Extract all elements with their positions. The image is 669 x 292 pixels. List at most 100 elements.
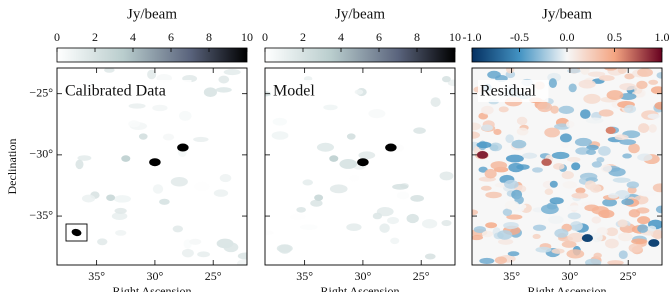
noise-blob [652, 229, 662, 240]
noise-blob [476, 141, 492, 149]
frame [264, 67, 456, 266]
noise-blob [299, 224, 318, 230]
noise-blob [628, 209, 641, 218]
colorbar-tick-label: 6 [376, 30, 382, 44]
noise-blob [278, 244, 292, 254]
panel-label: Calibrated Data [65, 83, 166, 100]
noise-blob [489, 142, 503, 152]
noise-blob [178, 110, 192, 121]
colorbar-label: Jy/beam [542, 6, 592, 22]
noise-blob [115, 230, 127, 236]
noise-blob [596, 156, 605, 163]
source [346, 133, 356, 140]
noise-blob [265, 146, 271, 153]
noise-blob [354, 89, 364, 95]
noise-blob [505, 154, 524, 163]
noise-blob [608, 193, 619, 199]
noise-blob [571, 192, 589, 199]
colorbar-tick-label: 8 [206, 30, 212, 44]
colorbar-tick-label: 0 [262, 30, 268, 44]
noise-blob [532, 167, 543, 173]
noise-blob [656, 72, 662, 79]
noise-blob [392, 183, 409, 190]
noise-blob [481, 124, 493, 132]
noise-blob [558, 105, 575, 114]
noise-blob [170, 176, 188, 187]
noise-blob [654, 101, 662, 110]
noise-blob [647, 225, 657, 232]
noise-blob [618, 232, 633, 242]
noise-blob [604, 68, 618, 71]
panel-label: Residual [480, 83, 537, 100]
noise-blob [490, 161, 508, 170]
noise-blob [97, 238, 108, 246]
noise-blob [598, 75, 615, 82]
x-tick-label: 35° [503, 269, 520, 283]
noise-blob [619, 83, 637, 91]
noise-blob [574, 137, 592, 147]
noise-blob [561, 171, 574, 180]
noise-blob [484, 168, 497, 179]
noise-blob [390, 237, 400, 245]
frame [56, 67, 248, 266]
noise-blob [532, 233, 541, 240]
noise-blob [626, 181, 640, 189]
noise-blob [549, 180, 558, 188]
frame [471, 67, 663, 266]
x-tick-label: 25° [413, 269, 430, 283]
noise-blob [346, 223, 362, 231]
noise-blob [111, 212, 128, 221]
noise-blob [549, 197, 564, 205]
noise-blob [485, 222, 498, 229]
noise-blob [628, 143, 640, 154]
colorbar-tick-label: 4 [338, 30, 344, 44]
noise-blob [584, 204, 600, 212]
noise-blob [493, 128, 502, 135]
noise-blob [472, 131, 481, 139]
noise-blob [537, 102, 553, 113]
noise-blob [566, 120, 575, 128]
noise-blob [81, 194, 96, 203]
noise-blob [602, 198, 617, 207]
noise-blob [578, 79, 596, 89]
y-tick-label: −25° [29, 85, 53, 99]
noise-blob [568, 83, 577, 93]
source [138, 133, 148, 140]
noise-blob [608, 167, 626, 177]
noise-blob [487, 70, 501, 79]
noise-blob [619, 92, 637, 100]
noise-blob [349, 174, 359, 182]
colorbar-tick-label: 0 [54, 30, 60, 44]
noise-blob [567, 68, 581, 74]
noise-blob [265, 230, 274, 236]
noise-blob [589, 184, 602, 193]
noise-blob [553, 163, 565, 170]
label-bg [271, 80, 317, 102]
noise-blob [623, 104, 637, 114]
noise-blob [358, 151, 376, 160]
noise-blob [219, 174, 232, 183]
source [605, 126, 616, 135]
noise-blob [494, 256, 507, 264]
x-axis-label: Right Ascension [320, 284, 399, 292]
colorbar-tick-label: 0.0 [560, 30, 575, 44]
noise-blob [628, 243, 643, 253]
noise-blob [424, 253, 436, 260]
noise-blob [162, 133, 175, 141]
source [648, 239, 660, 247]
noise-blob [591, 216, 602, 224]
panel-label: Model [273, 83, 315, 100]
y-tick-label: −30° [29, 147, 53, 161]
x-tick-label: 25° [205, 269, 222, 283]
noise-blob [544, 127, 560, 138]
noise-blob [604, 238, 619, 249]
noise-blob [237, 252, 247, 260]
noise-blob [507, 251, 520, 257]
noise-blob [218, 75, 230, 84]
noise-blob [237, 259, 247, 265]
noise-blob [387, 217, 399, 225]
colorbar-tick-label: 0.5 [607, 30, 622, 44]
noise-blob [586, 149, 596, 155]
noise-blob [504, 200, 520, 210]
noise-blob [606, 90, 624, 100]
